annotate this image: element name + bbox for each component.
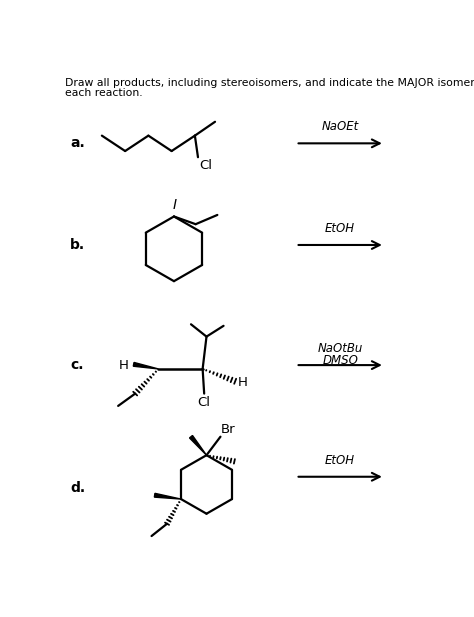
Text: H: H <box>118 358 128 371</box>
Text: Cl: Cl <box>198 396 210 409</box>
Text: DMSO: DMSO <box>322 354 358 367</box>
Text: c.: c. <box>70 358 83 372</box>
Text: EtOH: EtOH <box>325 222 355 235</box>
Text: Cl: Cl <box>200 159 212 172</box>
Text: Draw all products, including stereoisomers, and indicate the MAJOR isomer when n: Draw all products, including stereoisome… <box>65 78 474 88</box>
Text: H: H <box>237 376 247 389</box>
Text: EtOH: EtOH <box>325 453 355 466</box>
Text: I: I <box>173 198 177 212</box>
Polygon shape <box>133 362 158 369</box>
Text: NaOtBu: NaOtBu <box>318 342 363 355</box>
Text: a.: a. <box>70 136 85 151</box>
Polygon shape <box>190 436 207 455</box>
Text: b.: b. <box>70 238 85 252</box>
Text: NaOEt: NaOEt <box>321 120 359 133</box>
Text: d.: d. <box>70 481 85 495</box>
Text: Br: Br <box>221 423 236 436</box>
Polygon shape <box>155 494 181 499</box>
Text: each reaction.: each reaction. <box>65 88 143 98</box>
